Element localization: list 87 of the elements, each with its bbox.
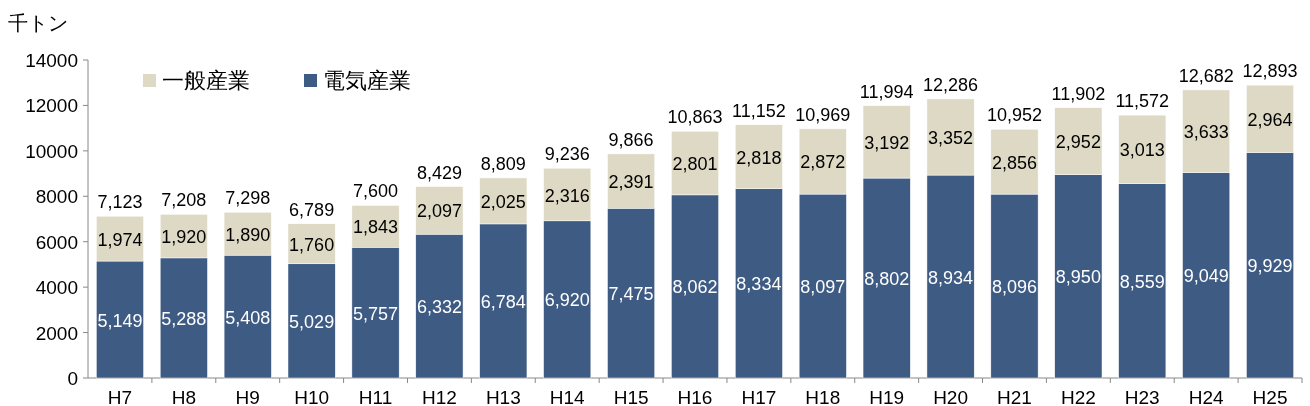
data-label: 8,559 xyxy=(1119,271,1165,292)
data-label: 2,872 xyxy=(800,152,846,173)
x-tick-label: H19 xyxy=(869,387,905,406)
x-tick-label: H9 xyxy=(235,387,260,406)
total-label: 8,429 xyxy=(416,162,462,183)
x-tick-label: H24 xyxy=(1188,387,1225,406)
data-label: 3,633 xyxy=(1183,122,1229,143)
x-tick-label: H16 xyxy=(677,387,713,406)
x-tick-label: H14 xyxy=(549,387,586,406)
x-tick-label: H11 xyxy=(358,387,393,406)
total-label: 10,863 xyxy=(667,107,723,128)
data-label: 2,316 xyxy=(544,185,590,206)
x-tick-label: H20 xyxy=(933,387,969,406)
total-label: 11,994 xyxy=(859,81,914,102)
legend-label: 電気産業 xyxy=(323,68,411,93)
x-tick-label: H25 xyxy=(1252,387,1288,406)
data-label: 1,843 xyxy=(353,217,399,238)
x-tick-label: H8 xyxy=(171,387,196,406)
x-tick-label: H10 xyxy=(294,387,330,406)
legend-label: 一般産業 xyxy=(162,68,250,93)
total-label: 10,952 xyxy=(986,105,1043,126)
data-label: 2,964 xyxy=(1247,109,1293,130)
data-label: 8,096 xyxy=(991,277,1037,298)
total-label: 7,208 xyxy=(161,190,207,211)
data-label: 3,013 xyxy=(1119,140,1165,161)
data-label: 2,025 xyxy=(480,191,526,212)
total-label: 12,286 xyxy=(923,74,979,95)
data-label: 8,934 xyxy=(928,267,974,288)
y-axis-title: 千トン xyxy=(8,12,68,34)
data-label: 2,097 xyxy=(416,201,462,222)
total-label: 7,298 xyxy=(225,188,271,209)
total-label: 10,969 xyxy=(795,104,851,125)
total-label: 8,809 xyxy=(480,153,526,174)
total-label: 6,789 xyxy=(289,199,335,220)
data-label: 5,288 xyxy=(161,308,207,329)
data-label: 1,920 xyxy=(161,227,207,248)
x-tick-label: H21 xyxy=(997,387,1032,406)
x-tick-label: H17 xyxy=(741,387,777,406)
y-tick-label: 12000 xyxy=(25,95,78,117)
data-label: 5,029 xyxy=(289,311,335,332)
data-label: 6,332 xyxy=(416,297,462,318)
x-tick-label: H18 xyxy=(805,387,841,406)
data-label: 6,784 xyxy=(480,291,526,312)
x-tick-label: H22 xyxy=(1060,387,1096,406)
data-label: 3,352 xyxy=(928,128,974,148)
total-label: 12,682 xyxy=(1178,65,1234,86)
data-label: 8,062 xyxy=(672,277,718,298)
total-label: 7,123 xyxy=(97,192,143,213)
x-tick-label: H12 xyxy=(421,387,457,406)
x-tick-label: H15 xyxy=(613,387,649,406)
x-tick-label: H13 xyxy=(485,387,521,406)
total-label: 11,152 xyxy=(732,100,786,121)
data-label: 6,920 xyxy=(544,290,590,311)
data-label: 5,149 xyxy=(97,310,143,331)
x-tick-label: H7 xyxy=(107,387,133,406)
y-tick-label: 2000 xyxy=(35,322,78,344)
data-label: 3,192 xyxy=(864,132,910,153)
data-label: 8,802 xyxy=(864,269,910,290)
data-label: 8,950 xyxy=(1055,267,1101,288)
y-tick-label: 14000 xyxy=(25,50,78,71)
data-label: 2,952 xyxy=(1055,132,1101,153)
data-label: 2,391 xyxy=(608,172,654,193)
data-label: 1,974 xyxy=(97,229,143,250)
y-tick-label: 4000 xyxy=(35,277,78,299)
data-label: 5,757 xyxy=(353,303,399,324)
data-label: 7,475 xyxy=(608,284,654,305)
data-label: 1,890 xyxy=(225,224,271,245)
data-label: 8,097 xyxy=(800,277,846,298)
total-label: 9,236 xyxy=(544,144,590,165)
x-tick-label: H23 xyxy=(1124,387,1160,406)
y-tick-label: 10000 xyxy=(25,140,78,162)
data-label: 9,929 xyxy=(1247,256,1293,277)
total-label: 9,866 xyxy=(608,129,654,150)
y-tick-label: 8000 xyxy=(35,186,78,208)
total-label: 7,600 xyxy=(353,181,399,202)
data-label: 8,334 xyxy=(736,274,782,295)
total-label: 11,902 xyxy=(1051,83,1106,104)
data-label: 2,856 xyxy=(991,152,1037,173)
total-label: 12,893 xyxy=(1242,61,1298,82)
data-label: 9,049 xyxy=(1183,266,1229,287)
data-label: 2,801 xyxy=(672,154,718,175)
data-label: 2,818 xyxy=(736,147,782,168)
y-tick-label: 0 xyxy=(67,368,78,389)
y-tick-label: 6000 xyxy=(35,231,78,253)
data-label: 1,760 xyxy=(289,234,335,255)
data-label: 5,408 xyxy=(225,307,271,328)
total-label: 11,572 xyxy=(1115,91,1170,112)
